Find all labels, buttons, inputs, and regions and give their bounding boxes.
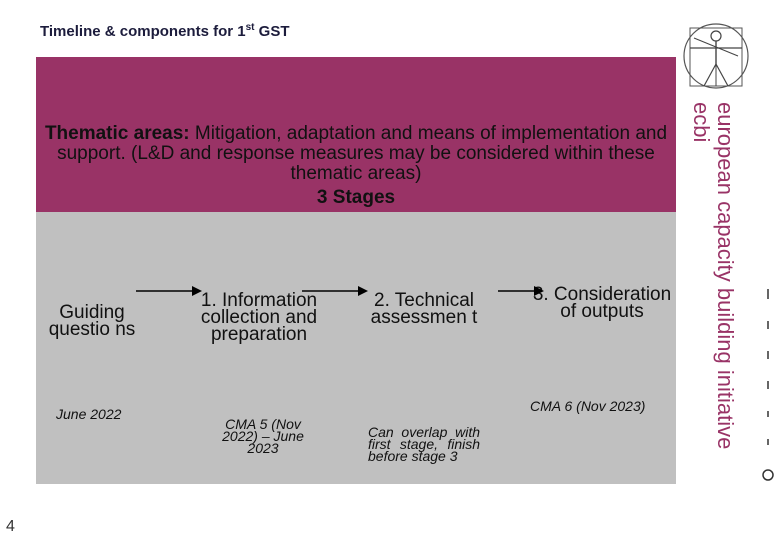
right-arrow-icon: [498, 286, 544, 296]
date-information-collection: CMA 5 (Nov 2022) – June 2023: [222, 416, 304, 456]
step-consideration-outputs: 3. Consideration of outputs: [532, 284, 672, 322]
ecbi-branding: european capacity building initiative ec…: [690, 102, 738, 449]
date-consideration-outputs: CMA 6 (Nov 2023): [530, 398, 646, 414]
step-guiding-questions: Guiding questio ns: [48, 302, 136, 340]
stages-label: 3 Stages: [316, 187, 396, 208]
step-technical-assessment: 2. Technical assessmen t: [370, 290, 478, 328]
right-arrow-icon: [302, 286, 368, 296]
ecbi-full-name: european capacity building initiative: [713, 102, 738, 449]
thematic-areas-text: Thematic areas: Mitigation, adaptation a…: [44, 123, 668, 184]
right-arrow-icon: [136, 286, 202, 296]
date-guiding-questions: June 2022: [56, 406, 122, 422]
ecbi-acronym: ecbi: [690, 102, 714, 142]
slide-title: Timeline & components for 1st GST: [40, 22, 290, 40]
decorative-tick-marks: [762, 289, 774, 481]
vitruvian-man-logo-icon: [683, 23, 749, 89]
page-number: 4: [6, 518, 15, 535]
step-information-collection: 1. Information collection and preparatio…: [200, 290, 318, 345]
stages-panel: [36, 212, 676, 484]
thematic-band: [36, 57, 676, 212]
note-technical-assessment: Can overlap with first stage, finish bef…: [368, 424, 480, 464]
